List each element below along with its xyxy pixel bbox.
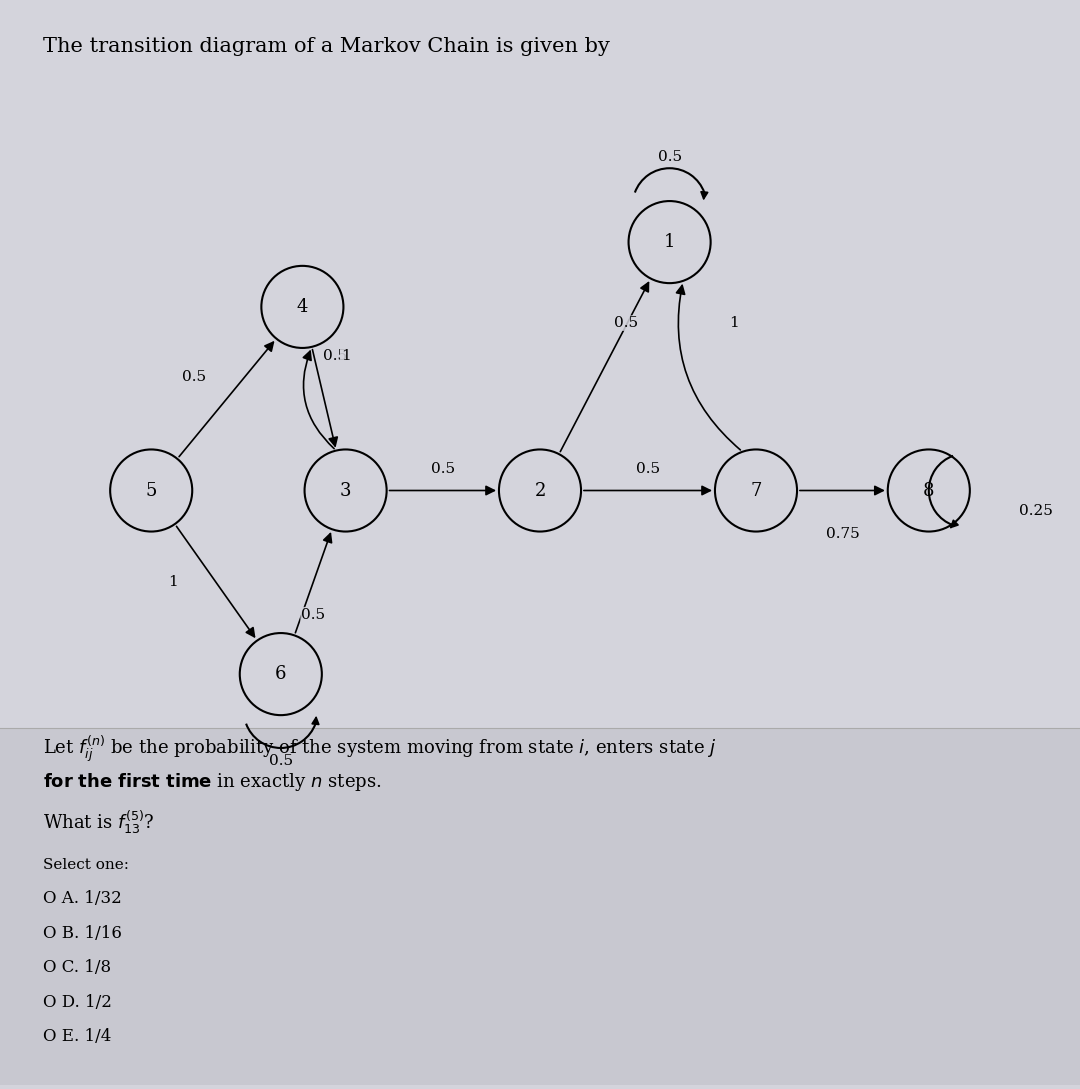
Text: O B. 1/16: O B. 1/16 (43, 925, 122, 942)
Text: O E. 1/4: O E. 1/4 (43, 1028, 111, 1045)
Text: 0.5: 0.5 (658, 150, 681, 164)
Text: O C. 1/8: O C. 1/8 (43, 959, 111, 976)
Text: 0.5: 0.5 (636, 462, 660, 476)
FancyBboxPatch shape (0, 729, 1080, 1085)
Text: What is $f_{13}^{(5)}$?: What is $f_{13}^{(5)}$? (43, 809, 154, 836)
Text: 1: 1 (729, 316, 740, 330)
Text: The transition diagram of a Markov Chain is given by: The transition diagram of a Markov Chain… (43, 37, 610, 56)
Text: 0.5: 0.5 (615, 316, 638, 330)
Text: Select one:: Select one: (43, 858, 130, 871)
Text: 0.5: 0.5 (301, 608, 325, 622)
Text: 0.5: 0.5 (323, 348, 347, 363)
Text: 2: 2 (535, 481, 545, 500)
Text: 0.5: 0.5 (183, 370, 206, 384)
Text: 6: 6 (275, 665, 286, 683)
Text: 0.5: 0.5 (431, 462, 455, 476)
Text: 8: 8 (923, 481, 934, 500)
Text: 7: 7 (751, 481, 761, 500)
Text: O A. 1/32: O A. 1/32 (43, 890, 122, 907)
Text: O D. 1/2: O D. 1/2 (43, 994, 112, 1011)
Text: 0.75: 0.75 (825, 527, 860, 541)
Text: 4: 4 (297, 298, 308, 316)
Text: 3: 3 (340, 481, 351, 500)
Text: 5: 5 (146, 481, 157, 500)
Text: 1: 1 (340, 348, 351, 363)
Text: 0.5: 0.5 (269, 754, 293, 768)
Text: $\mathbf{for\ the\ first\ time}$ in exactly $n$ steps.: $\mathbf{for\ the\ first\ time}$ in exac… (43, 771, 382, 793)
Text: 1: 1 (167, 575, 178, 589)
Text: Let $f_{ij}^{(n)}$ be the probability of the system moving from state $i$, enter: Let $f_{ij}^{(n)}$ be the probability of… (43, 734, 717, 764)
Text: 0.25: 0.25 (1020, 504, 1053, 518)
Text: 1: 1 (664, 233, 675, 252)
